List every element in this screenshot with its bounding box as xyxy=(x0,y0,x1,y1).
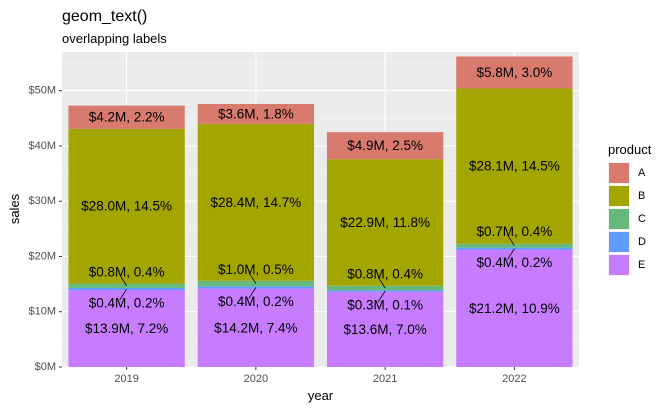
bar-segment-E-2022 xyxy=(456,249,573,367)
legend-label-D: D xyxy=(638,236,646,248)
y-tick-label: $40M xyxy=(28,140,56,152)
legend-swatch-D xyxy=(609,232,629,252)
bar-label-C-2019: $0.8M, 0.4% xyxy=(89,264,165,279)
bar-segment-B-2022 xyxy=(456,88,573,244)
bar-label-A-2022: $5.8M, 3.0% xyxy=(476,65,552,80)
bar-segment-B-2019 xyxy=(68,128,185,284)
label-leader-C-2020 xyxy=(248,272,257,284)
bar-label-A-2019: $4.2M, 2.2% xyxy=(89,110,165,125)
y-tick-label: $10M xyxy=(28,306,56,318)
chart-subtitle: overlapping labels xyxy=(62,31,167,46)
bar-label-E-2019: $13.9M, 7.2% xyxy=(85,321,168,336)
y-axis-title: sales xyxy=(7,193,22,224)
bar-label-B-2020: $28.4M, 14.7% xyxy=(210,195,301,210)
legend-label-E: E xyxy=(638,259,645,271)
label-leader-D-2019 xyxy=(119,288,127,301)
bar-label-B-2021: $22.9M, 11.8% xyxy=(340,215,430,230)
x-axis-title: year xyxy=(308,388,334,403)
bar-label-C-2021: $0.8M, 0.4% xyxy=(347,266,423,281)
bar-segment-E-2020 xyxy=(197,288,315,367)
bar-segment-A-2021 xyxy=(326,132,444,160)
bar-label-B-2019: $28.0M, 14.5% xyxy=(81,199,172,214)
bar-segment-A-2019 xyxy=(68,105,185,129)
legend-swatch-C xyxy=(609,209,629,229)
legend-title: product xyxy=(608,142,652,157)
x-tick-label: 2022 xyxy=(502,373,526,385)
bar-segment-B-2021 xyxy=(326,159,444,286)
bar-label-C-2022: $0.7M, 0.4% xyxy=(476,224,552,239)
bar-label-D-2022: $0.4M, 0.2% xyxy=(476,255,552,270)
bar-label-C-2020: $1.0M, 0.5% xyxy=(218,262,294,277)
bar-segment-A-2020 xyxy=(197,103,315,124)
label-leader-D-2020 xyxy=(248,287,257,299)
bar-segment-C-2019 xyxy=(68,283,185,288)
bar-segment-E-2021 xyxy=(326,291,444,367)
y-tick-label: $50M xyxy=(28,85,56,97)
legend-swatch-E xyxy=(609,255,629,275)
bar-label-A-2020: $3.6M, 1.8% xyxy=(218,106,294,121)
x-tick-label: 2020 xyxy=(244,373,268,385)
y-tick-label: $20M xyxy=(28,250,56,262)
x-tick-label: 2021 xyxy=(373,373,397,385)
label-leader-D-2022 xyxy=(507,248,515,260)
bar-segment-B-2020 xyxy=(197,123,315,281)
label-leader-C-2019 xyxy=(119,274,127,286)
legend-label-A: A xyxy=(638,167,646,179)
bar-label-E-2020: $14.2M, 7.4% xyxy=(214,320,297,335)
label-leader-C-2021 xyxy=(377,276,386,289)
bar-label-D-2019: $0.4M, 0.2% xyxy=(89,296,165,311)
bar-segment-E-2019 xyxy=(68,290,185,367)
bar-label-B-2022: $28.1M, 14.5% xyxy=(469,159,560,174)
x-tick-label: 2019 xyxy=(114,373,138,385)
legend-label-C: C xyxy=(638,213,646,225)
label-leader-C-2022 xyxy=(507,234,515,246)
y-tick-label: $30M xyxy=(28,195,56,207)
y-axis: $0M $10M $20M $30M $40M $50M xyxy=(28,85,62,373)
bar-label-D-2020: $0.4M, 0.2% xyxy=(218,294,294,309)
bar-labels: $13.9M, 7.2% $0.4M, 0.2% $0.8M, 0.4% $28.0M… xyxy=(81,65,560,337)
legend-swatch-B xyxy=(609,186,629,206)
label-leader-D-2021 xyxy=(377,290,386,303)
bar-label-E-2022: $21.2M, 10.9% xyxy=(469,301,560,316)
bar-label-E-2021: $13.6M, 7.0% xyxy=(343,322,426,337)
bar-label-D-2021: $0.3M, 0.1% xyxy=(347,298,423,313)
bar-segment-A-2022 xyxy=(456,56,573,89)
legend-swatch-A xyxy=(609,163,629,183)
bar-label-A-2021: $4.9M, 2.5% xyxy=(347,138,423,153)
chart-title: geom_text() xyxy=(62,8,147,25)
legend-label-B: B xyxy=(638,190,645,202)
y-tick-label: $0M xyxy=(35,361,56,373)
x-axis: 2019 2020 2021 2022 xyxy=(114,367,527,385)
